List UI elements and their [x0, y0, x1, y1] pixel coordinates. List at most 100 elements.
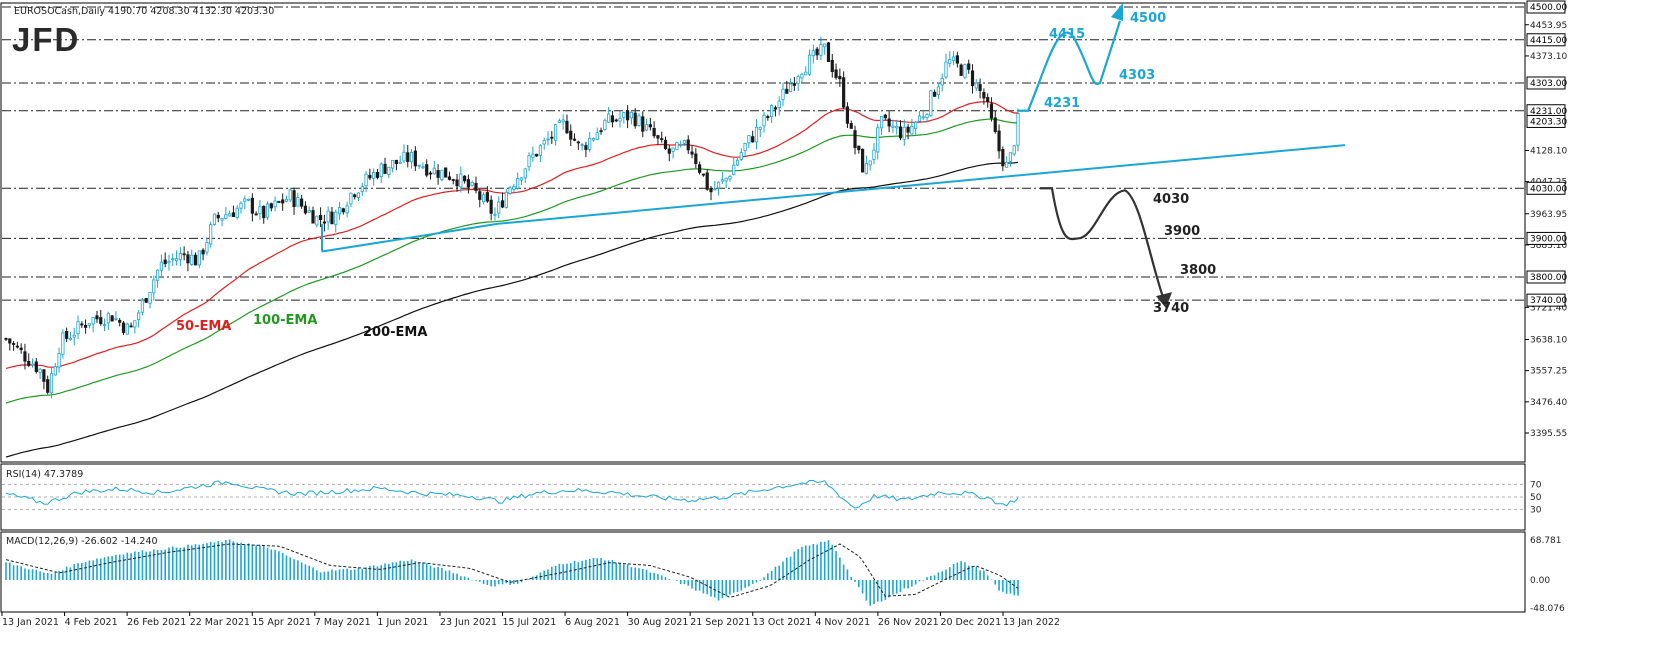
candle-body [891, 125, 895, 128]
candle-body [447, 176, 452, 180]
candle-body [23, 351, 27, 362]
x-tick-label: 30 Aug 2021 [628, 617, 689, 628]
candle-body [281, 199, 285, 204]
price-level-box [1526, 231, 1566, 245]
x-tick-label: 4 Feb 2021 [65, 617, 118, 628]
candle-body [300, 198, 304, 207]
candle-body [27, 361, 31, 366]
candle-body [174, 258, 179, 262]
candle-body [277, 201, 281, 203]
candle-body [167, 260, 171, 264]
x-tick-label: 26 Feb 2021 [127, 617, 186, 628]
candle-body [584, 145, 588, 150]
ema50-label: 50-EMA [176, 319, 231, 334]
candle-body [303, 205, 308, 214]
candle-body [444, 167, 448, 178]
candle-body [383, 163, 387, 174]
candle-body [68, 337, 73, 341]
candle-body [667, 148, 671, 154]
candle-body [190, 254, 194, 265]
candle-body [914, 121, 918, 129]
candle-body [508, 187, 512, 194]
candle-body [246, 198, 251, 201]
candle-body [110, 315, 114, 322]
x-tick-label: 1 Jun 2021 [377, 617, 428, 628]
candle-body [463, 175, 467, 182]
macd-tick-label: -48.076 [1530, 604, 1565, 614]
candle-body [713, 188, 717, 191]
x-tick-label: 13 Jan 2022 [1003, 617, 1060, 628]
candle-body [121, 322, 126, 333]
candle-body [531, 153, 535, 158]
bull-arrow-head [1111, 3, 1123, 21]
price-level-box [1526, 293, 1566, 307]
candle-body [61, 332, 65, 355]
candle-body [197, 250, 201, 266]
price-tick-label: 3395.55 [1530, 429, 1567, 439]
candle-body [129, 325, 133, 328]
candle-body [626, 110, 630, 121]
ema100-line [5, 118, 1019, 404]
price-level-label: 4231.00 [1530, 107, 1567, 117]
candle-body [493, 213, 497, 216]
candle-body [982, 91, 986, 99]
candle-body [565, 120, 569, 134]
candle-body [705, 172, 709, 190]
candle-body [91, 317, 95, 325]
candle-body [42, 369, 46, 382]
candle-body [318, 215, 323, 221]
candle-body [137, 312, 141, 321]
candle-body [421, 166, 425, 169]
candle-body [857, 145, 861, 151]
candle-body [929, 90, 933, 116]
candle-body [182, 253, 186, 256]
candle-body [368, 174, 372, 179]
candle-body [580, 144, 584, 147]
candle-body [770, 105, 774, 118]
candle-body [826, 42, 831, 62]
candle-body [921, 116, 925, 119]
candle-body [614, 119, 618, 122]
candle-body [474, 182, 478, 191]
candle-body [830, 59, 834, 73]
price-tick-label: 3638.10 [1530, 335, 1567, 345]
macd-tick-label: 0.00 [1530, 576, 1550, 586]
candle-body [243, 198, 247, 202]
candle-body [152, 279, 156, 294]
candle-body [652, 127, 656, 137]
candle-body [341, 208, 345, 213]
candle-body [65, 331, 69, 339]
candle-body [394, 159, 398, 164]
candle-body [80, 323, 84, 326]
candle-body [34, 361, 38, 372]
candle-body [796, 76, 800, 84]
candle-body [49, 373, 54, 394]
candle-body [425, 164, 429, 176]
candle-body [402, 151, 406, 162]
candle-body [345, 205, 349, 214]
candle-body [993, 117, 997, 133]
candle-body [481, 194, 486, 203]
candle-body [572, 138, 577, 141]
candle-body [834, 69, 838, 78]
candle-body [1005, 161, 1009, 168]
candle-body [250, 197, 254, 214]
candle-body [607, 113, 611, 123]
candle-body [550, 136, 554, 139]
candle-body [8, 338, 12, 344]
candle-body [292, 190, 296, 208]
candle-body [156, 269, 160, 281]
candle-body [811, 50, 815, 57]
rsi-line [5, 479, 1019, 509]
candle-body [432, 167, 436, 175]
candle-body [398, 161, 402, 164]
candle-body [610, 115, 615, 123]
candle-body [872, 149, 876, 160]
candle-body [951, 56, 956, 61]
candle-body [978, 84, 982, 91]
price-tick-label: 3557.25 [1530, 367, 1567, 377]
candle-body [781, 88, 785, 100]
candle-body [485, 192, 489, 202]
candle-body [201, 249, 205, 255]
candle-body [106, 313, 110, 324]
